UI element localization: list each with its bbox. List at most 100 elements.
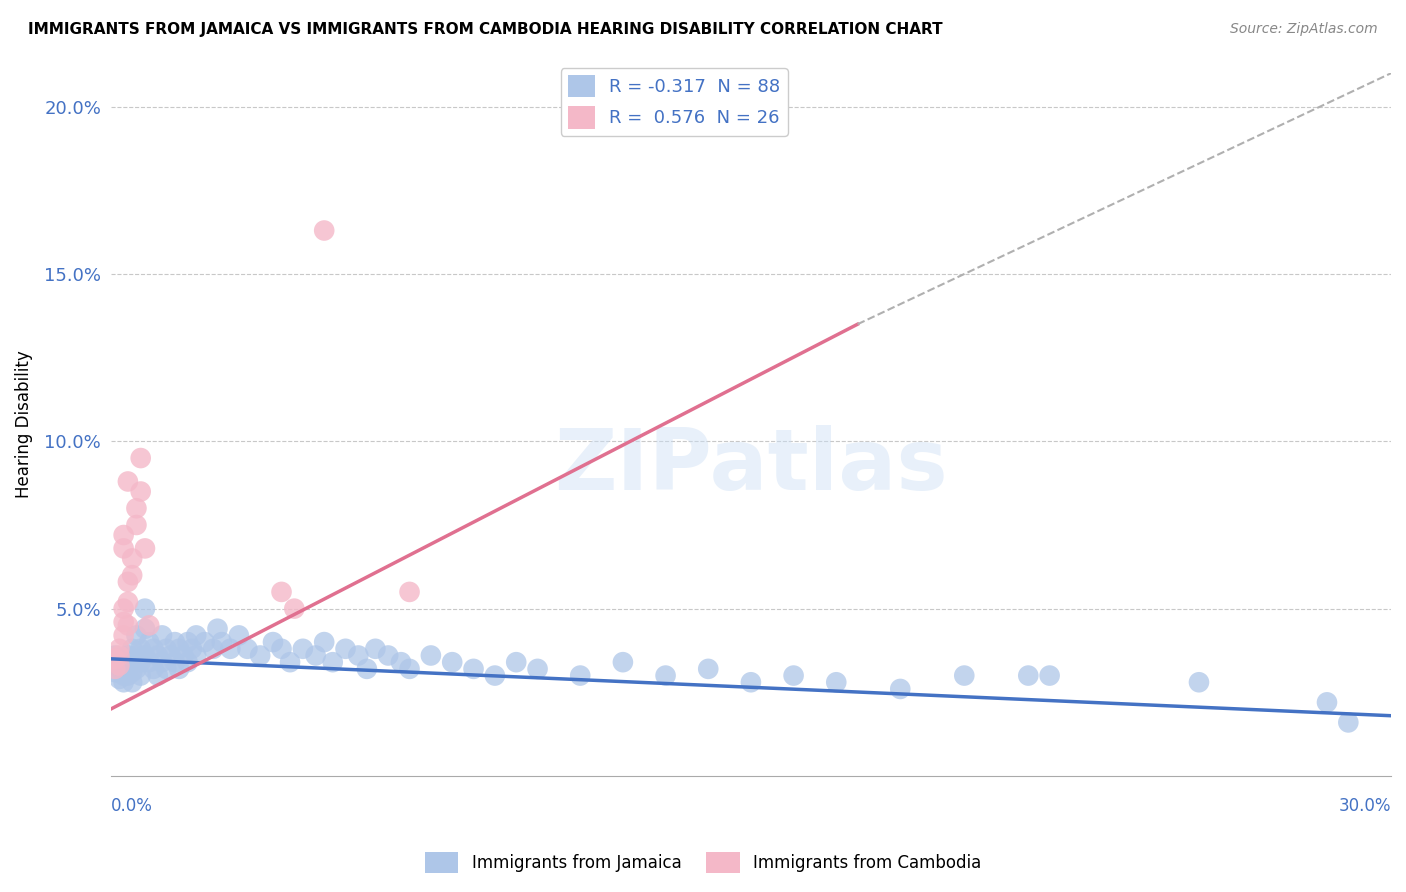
Point <box>129 451 152 466</box>
Point <box>108 641 131 656</box>
Point <box>134 622 156 636</box>
Point <box>142 662 165 676</box>
Text: 0.0%: 0.0% <box>111 797 153 815</box>
Point <box>112 541 135 556</box>
Point <box>654 668 676 682</box>
Point <box>155 641 177 656</box>
Point <box>125 648 148 663</box>
Point <box>262 635 284 649</box>
Point <box>172 648 194 663</box>
Point <box>129 668 152 682</box>
Point <box>953 668 976 682</box>
Point <box>180 641 202 656</box>
Point <box>305 648 328 663</box>
Point <box>117 658 139 673</box>
Point <box>108 672 131 686</box>
Point <box>121 641 143 656</box>
Text: 30.0%: 30.0% <box>1339 797 1391 815</box>
Point <box>322 655 344 669</box>
Point <box>228 628 250 642</box>
Point <box>129 484 152 499</box>
Point <box>150 655 173 669</box>
Point <box>526 662 548 676</box>
Point <box>138 618 160 632</box>
Point <box>108 658 131 673</box>
Point <box>219 641 242 656</box>
Point <box>163 655 186 669</box>
Point <box>419 648 441 663</box>
Point <box>104 648 127 663</box>
Point <box>134 541 156 556</box>
Point <box>377 648 399 663</box>
Point <box>159 648 181 663</box>
Point <box>398 585 420 599</box>
Point <box>117 618 139 632</box>
Point <box>104 665 127 680</box>
Point <box>569 668 592 682</box>
Point <box>697 662 720 676</box>
Point <box>112 528 135 542</box>
Point <box>176 635 198 649</box>
Point <box>121 568 143 582</box>
Point <box>1039 668 1062 682</box>
Point <box>121 655 143 669</box>
Point <box>202 641 225 656</box>
Point <box>112 601 135 615</box>
Point <box>117 475 139 489</box>
Point <box>108 648 131 663</box>
Point <box>117 595 139 609</box>
Point <box>150 628 173 642</box>
Text: ZIPatlas: ZIPatlas <box>554 425 948 508</box>
Point <box>389 655 412 669</box>
Point <box>138 635 160 649</box>
Legend: Immigrants from Jamaica, Immigrants from Cambodia: Immigrants from Jamaica, Immigrants from… <box>418 846 988 880</box>
Point <box>117 668 139 682</box>
Point <box>1337 715 1360 730</box>
Text: Source: ZipAtlas.com: Source: ZipAtlas.com <box>1230 22 1378 37</box>
Point <box>125 518 148 533</box>
Point <box>176 655 198 669</box>
Point <box>1316 695 1339 709</box>
Point <box>125 628 148 642</box>
Point <box>155 662 177 676</box>
Point <box>314 223 336 237</box>
Point <box>108 662 131 676</box>
Point <box>249 648 271 663</box>
Point <box>129 655 152 669</box>
Point <box>889 681 911 696</box>
Point <box>186 648 208 663</box>
Point <box>356 662 378 676</box>
Point <box>117 648 139 663</box>
Point <box>108 652 131 666</box>
Point <box>484 668 506 682</box>
Point <box>134 601 156 615</box>
Point <box>364 641 387 656</box>
Point <box>270 641 292 656</box>
Point <box>138 655 160 669</box>
Y-axis label: Hearing Disability: Hearing Disability <box>15 351 32 499</box>
Point <box>104 652 127 666</box>
Point <box>112 655 135 669</box>
Point <box>335 641 357 656</box>
Point <box>163 635 186 649</box>
Point <box>207 622 229 636</box>
Point <box>211 635 233 649</box>
Point <box>112 668 135 682</box>
Point <box>121 551 143 566</box>
Point <box>441 655 464 669</box>
Point <box>236 641 259 656</box>
Point <box>283 601 305 615</box>
Point <box>505 655 527 669</box>
Point <box>612 655 634 669</box>
Legend: R = -0.317  N = 88, R =  0.576  N = 26: R = -0.317 N = 88, R = 0.576 N = 26 <box>561 68 787 136</box>
Point <box>782 668 804 682</box>
Point <box>129 641 152 656</box>
Point <box>112 615 135 629</box>
Point <box>740 675 762 690</box>
Point <box>121 665 143 680</box>
Point <box>104 658 127 673</box>
Point <box>270 585 292 599</box>
Point <box>347 648 370 663</box>
Point <box>146 668 169 682</box>
Point <box>125 662 148 676</box>
